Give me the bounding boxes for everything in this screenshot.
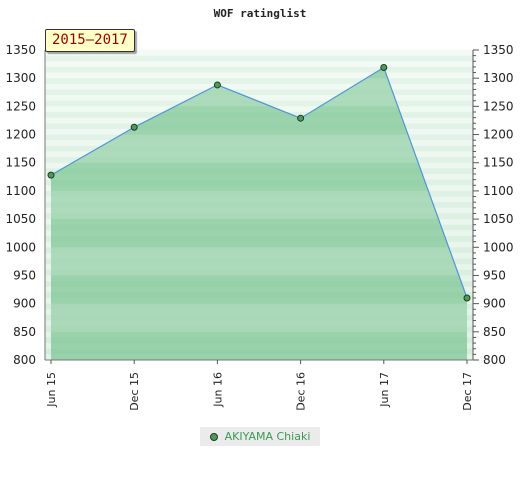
series-line — [50, 66, 468, 299]
y-tick-label-left: 1050 — [5, 212, 36, 226]
data-point — [297, 114, 305, 122]
data-point — [47, 171, 55, 179]
y-tick-label-right: 1300 — [483, 71, 514, 85]
data-markers — [47, 63, 471, 302]
y-axis-left: 800 850 900 950 1000 1050 1100 1150 1200 1250 1300… — [5, 43, 46, 367]
data-point — [463, 294, 471, 302]
y-tick-label-left: 1000 — [5, 240, 36, 254]
area-band — [51, 247, 467, 276]
x-tick-label: Jun 16 — [211, 372, 224, 408]
background-band — [45, 61, 473, 67]
x-tick-label: Dec 15 — [128, 372, 141, 411]
background-band — [45, 78, 473, 84]
background-band — [45, 83, 473, 90]
background-band — [45, 66, 473, 73]
area-band — [51, 190, 467, 220]
y-tick-label-right: 1100 — [483, 184, 514, 198]
y-tick-label-left: 1100 — [5, 184, 36, 198]
legend[interactable]: AKIYAMA Chiaki — [200, 427, 320, 446]
period-label: 2015–2017 — [45, 29, 135, 52]
y-tick-label-left: 950 — [13, 268, 36, 282]
data-point — [130, 123, 138, 131]
legend-series-name: AKIYAMA Chiaki — [224, 430, 311, 443]
y-tick-label-left: 800 — [13, 353, 36, 367]
y-tick-label-left: 1350 — [5, 43, 36, 57]
background-band — [45, 95, 473, 101]
data-point — [213, 81, 221, 89]
y-tick-label-right: 1200 — [483, 128, 514, 142]
background-band — [45, 55, 473, 62]
background-band — [45, 89, 473, 96]
area-band — [51, 303, 467, 332]
y-tick-label-right: 1050 — [483, 212, 514, 226]
y-tick-label-left: 1150 — [5, 156, 36, 170]
y-tick-label-right: 800 — [483, 353, 506, 367]
series-area — [51, 67, 467, 360]
data-point — [380, 63, 388, 71]
y-tick-label-right: 900 — [483, 297, 506, 311]
x-axis: Jun 15 Dec 15 Jun 16 Dec 16 Jun 17 Dec 17 — [45, 359, 474, 411]
y-tick-label-right: 950 — [483, 268, 506, 282]
background-band — [45, 72, 473, 79]
y-tick-label-right: 1250 — [483, 99, 514, 113]
x-tick-label: Dec 16 — [295, 372, 308, 411]
x-tick-label: Dec 17 — [461, 372, 474, 411]
y-axis-right: 800 850 900 950 1000 1050 1100 1150 1200 1250 1300… — [472, 43, 514, 367]
background-band — [45, 50, 473, 56]
y-tick-label-left: 900 — [13, 297, 36, 311]
y-tick-label-left: 1200 — [5, 128, 36, 142]
y-tick-label-left: 1300 — [5, 71, 36, 85]
y-tick-label-right: 850 — [483, 325, 506, 339]
y-tick-label-left: 850 — [13, 325, 36, 339]
y-tick-label-left: 1250 — [5, 99, 36, 113]
x-tick-label: Jun 17 — [378, 372, 391, 408]
area-layer — [50, 66, 468, 360]
y-tick-label-right: 1150 — [483, 156, 514, 170]
x-tick-label: Jun 15 — [45, 372, 58, 408]
y-tick-label-right: 1000 — [483, 240, 514, 254]
y-tick-label-right: 1350 — [483, 43, 514, 57]
chart-title: WOF ratinglist — [214, 7, 307, 20]
legend-marker-icon — [209, 432, 218, 441]
area-band — [51, 134, 467, 163]
